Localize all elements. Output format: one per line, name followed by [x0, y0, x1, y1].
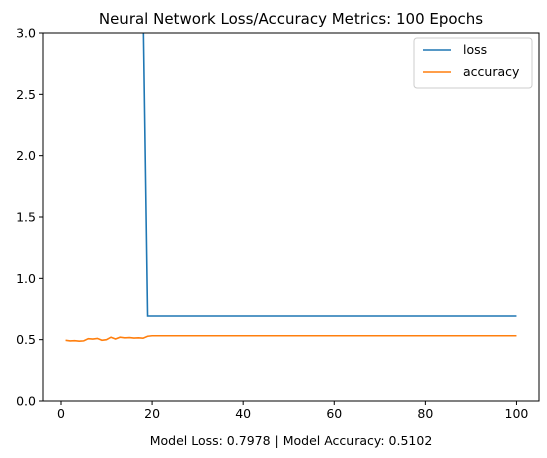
y-tick-label: 2.5: [16, 87, 36, 102]
y-tick-label: 1.5: [16, 210, 36, 225]
series-layer: [65, 33, 517, 342]
chart-title: Neural Network Loss/Accuracy Metrics: 10…: [99, 10, 483, 28]
y-tick-label: 0.0: [16, 394, 36, 409]
series-line-accuracy: [65, 334, 517, 342]
y-tick-label: 2.0: [16, 148, 36, 163]
y-axis: 0.0 0.5 1.0 1.5 2.0 2.5 3.0: [16, 26, 43, 409]
y-tick-label: 3.0: [16, 26, 36, 41]
x-tick-label: 0: [57, 406, 65, 421]
legend-loss-label: loss: [463, 42, 487, 57]
x-tick-label: 40: [235, 406, 251, 421]
legend: loss accuracy: [413, 37, 533, 89]
x-axis: 0 20 40 60 80 100: [57, 401, 528, 421]
series-line-loss: [142, 33, 517, 317]
y-tick-label: 0.5: [16, 332, 36, 347]
x-tick-label: 100: [505, 406, 529, 421]
x-tick-label: 60: [326, 406, 342, 421]
y-tick-label: 1.0: [16, 271, 36, 286]
x-axis-label: Model Loss: 0.7978 | Model Accuracy: 0.5…: [150, 433, 433, 448]
legend-accuracy-label: accuracy: [463, 64, 520, 79]
x-tick-label: 20: [144, 406, 160, 421]
x-tick-label: 80: [417, 406, 433, 421]
